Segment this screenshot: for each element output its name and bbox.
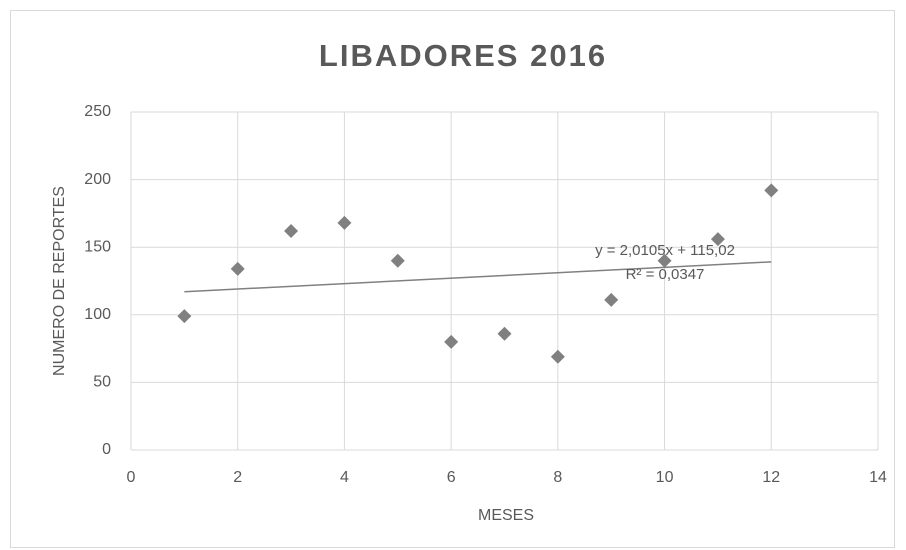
- x-tick-label: 6: [447, 469, 456, 486]
- y-tick-label: 0: [102, 441, 111, 458]
- marker: [604, 292, 619, 307]
- chart-border: [10, 10, 895, 548]
- marker: [764, 183, 779, 198]
- marker: [550, 349, 565, 364]
- marker: [444, 334, 459, 349]
- y-axis-label: NUMERO DE REPORTES: [51, 186, 68, 376]
- y-tick-label: 100: [84, 306, 111, 323]
- x-tick-label: 8: [553, 469, 562, 486]
- x-tick-label: 14: [869, 469, 887, 486]
- y-tick-label: 50: [93, 374, 111, 391]
- marker: [497, 326, 512, 341]
- y-tick-label: 200: [84, 171, 111, 188]
- x-tick-label: 10: [656, 469, 674, 486]
- marker: [710, 232, 725, 247]
- x-tick-label: 4: [340, 469, 349, 486]
- x-tick-label: 2: [233, 469, 242, 486]
- marker: [390, 253, 405, 268]
- marker: [284, 223, 299, 238]
- y-tick-label: 150: [84, 238, 111, 255]
- x-tick-label: 12: [762, 469, 780, 486]
- marker: [177, 309, 192, 324]
- marker: [230, 261, 245, 276]
- marker: [657, 253, 672, 268]
- x-axis-label: MESES: [478, 507, 534, 524]
- marker: [337, 215, 352, 230]
- chart-title: LIBADORES 2016: [319, 38, 607, 73]
- trendline-equation: y = 2,0105x + 115,02: [595, 242, 735, 259]
- y-tick-label: 250: [84, 103, 111, 120]
- trendline-r2: R² = 0,0347: [626, 266, 705, 283]
- trendline: [184, 261, 772, 293]
- x-tick-label: 0: [127, 469, 136, 486]
